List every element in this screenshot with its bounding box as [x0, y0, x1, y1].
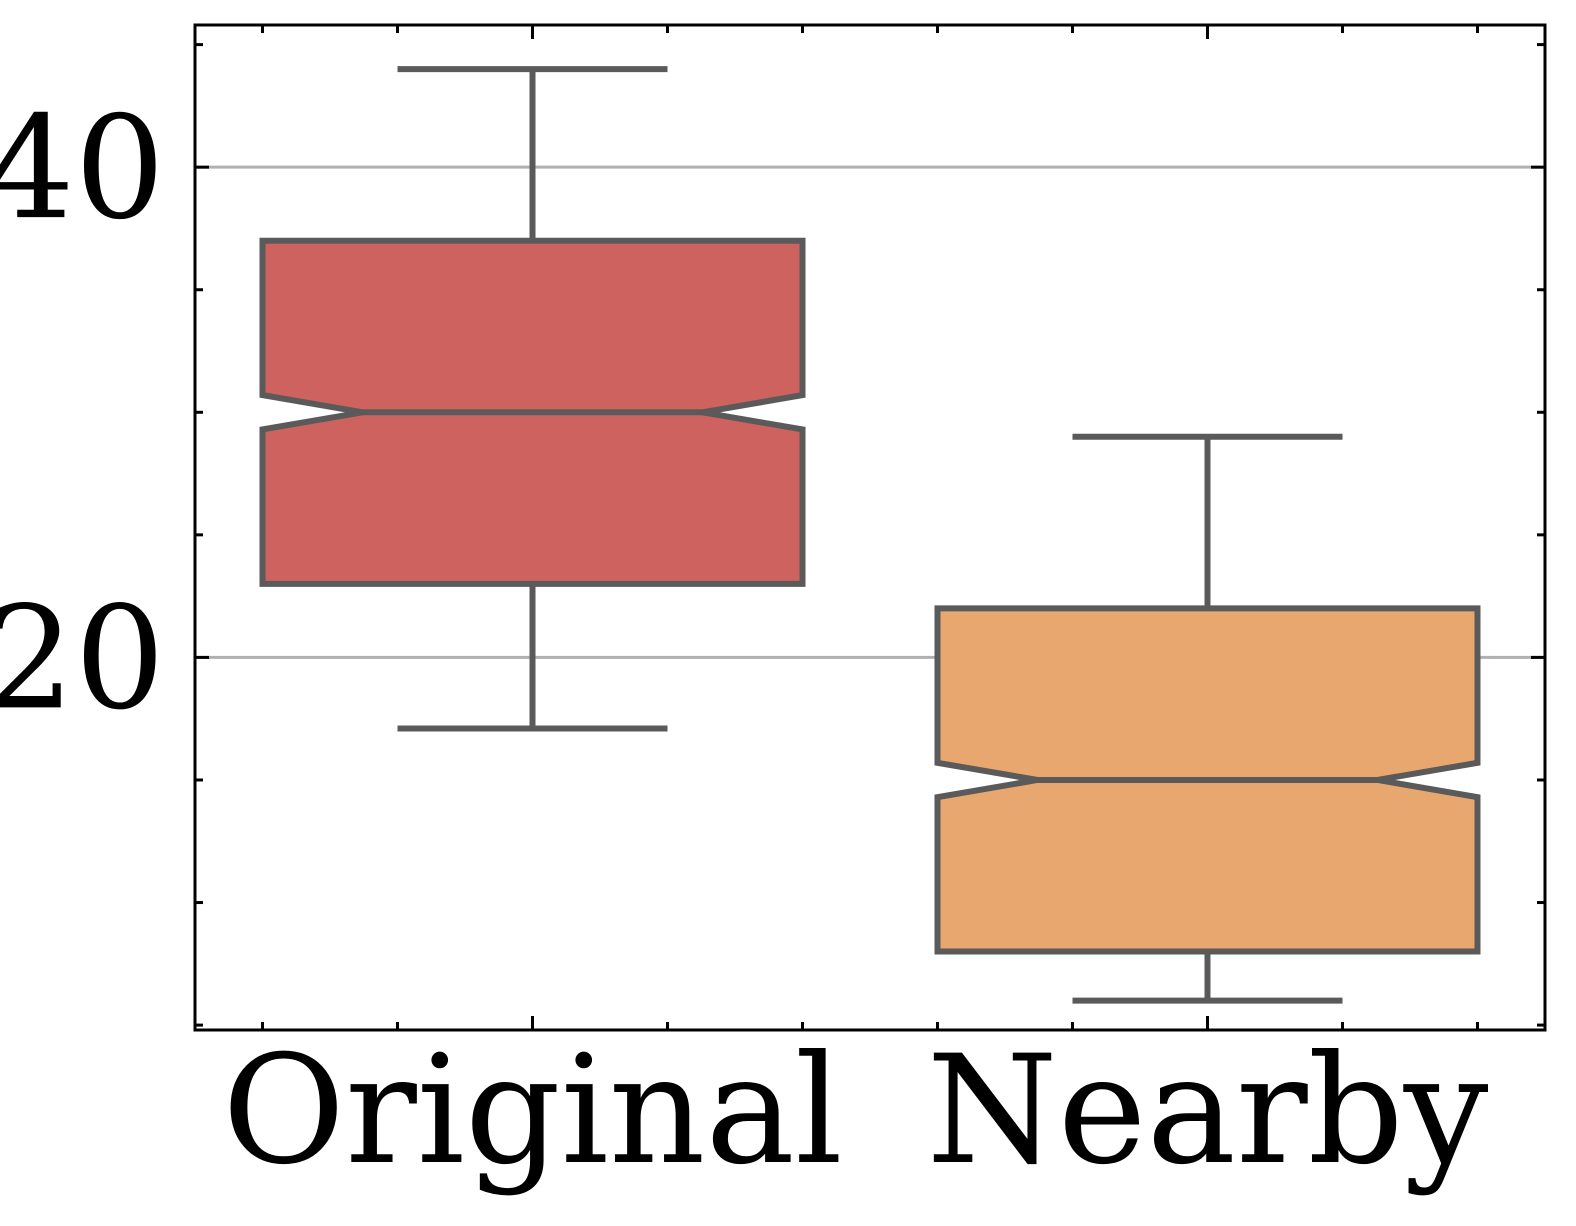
x-tick-label-original: Original [222, 1024, 843, 1198]
plot-frame [193, 23, 1547, 1032]
axis-ticks [195, 25, 1545, 1030]
tick-labels: 20 40 Original Nearby [0, 86, 1489, 1198]
x-tick-label-nearby: Nearby [927, 1024, 1489, 1198]
y-tick-label-20: 20 [0, 576, 165, 741]
y-tick-label-40: 40 [0, 86, 165, 251]
box-series [259, 66, 1481, 1004]
